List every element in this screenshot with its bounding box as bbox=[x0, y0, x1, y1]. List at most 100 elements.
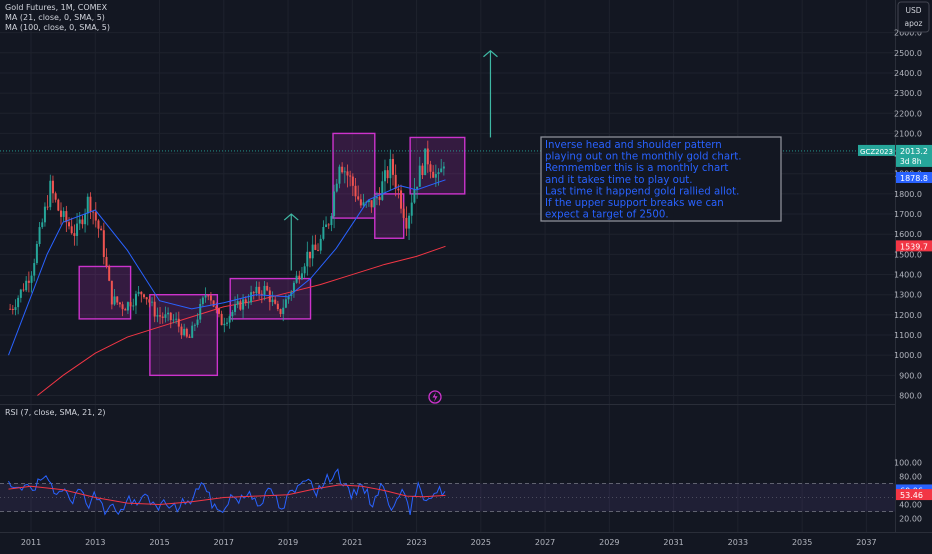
candle-body bbox=[242, 299, 245, 310]
up-candle bbox=[236, 294, 239, 309]
price-tick-label: 2200.0 bbox=[894, 109, 922, 118]
up-candle bbox=[132, 298, 135, 311]
up-candle bbox=[126, 301, 129, 315]
time-axis[interactable]: 2011 2013 2015 2017 2019 2021 2023 2025 2027 2029… bbox=[21, 538, 877, 547]
annotation-line: and it takes time to play out. bbox=[545, 175, 693, 186]
candle-body bbox=[89, 196, 92, 212]
ma21-line bbox=[8, 179, 446, 356]
up-candle bbox=[424, 148, 427, 176]
candle-body bbox=[421, 165, 424, 176]
up-candle bbox=[228, 314, 231, 329]
candle-body bbox=[298, 275, 301, 280]
candle-body bbox=[217, 308, 220, 314]
candle-body bbox=[204, 295, 207, 298]
annotation-line: If the upper support breaks we can bbox=[545, 198, 724, 209]
candle-body bbox=[397, 188, 400, 191]
up-candle bbox=[330, 212, 333, 232]
down-candle bbox=[317, 243, 320, 252]
rsi-line bbox=[8, 468, 446, 516]
down-candle bbox=[217, 307, 220, 318]
rsi-legend[interactable]: RSI (7, close, SMA, 21, 2) bbox=[5, 408, 106, 417]
down-candle bbox=[359, 194, 362, 209]
candle-body bbox=[354, 185, 357, 197]
up-candle bbox=[204, 287, 207, 303]
up-candle bbox=[437, 168, 440, 186]
candle-body bbox=[100, 228, 103, 231]
candle-body bbox=[287, 296, 290, 300]
candle-body bbox=[30, 275, 33, 283]
down-candle bbox=[121, 301, 124, 317]
down-candle bbox=[188, 334, 191, 339]
down-candle bbox=[432, 165, 435, 179]
down-candle bbox=[177, 311, 180, 333]
down-candle bbox=[81, 215, 84, 229]
candle-body bbox=[383, 170, 386, 182]
down-candle bbox=[298, 270, 301, 284]
down-candle bbox=[402, 202, 405, 221]
price-tick-label: 1100.0 bbox=[894, 331, 922, 340]
candle-body bbox=[175, 318, 178, 320]
candle-body bbox=[424, 148, 427, 176]
candle-body bbox=[225, 322, 228, 324]
candle-body bbox=[140, 291, 143, 295]
candle-body bbox=[65, 211, 68, 223]
candle-body bbox=[308, 251, 311, 259]
price-tick-label: 800.0 bbox=[899, 392, 922, 401]
rsi-ma-line bbox=[8, 484, 446, 506]
down-candle bbox=[354, 177, 357, 202]
time-tick-label: 2029 bbox=[599, 538, 619, 547]
candle-body bbox=[9, 308, 12, 310]
up-candle bbox=[413, 178, 416, 204]
candle-body bbox=[271, 299, 274, 303]
candle-body bbox=[129, 302, 132, 307]
candle-body bbox=[156, 315, 159, 317]
time-tick-label: 2025 bbox=[471, 538, 491, 547]
down-candle bbox=[57, 198, 60, 212]
ma100-legend[interactable]: MA (100, close, 0, SMA, 5) bbox=[5, 23, 110, 32]
annotation-box[interactable]: Inverse head and shoulder pattern playing… bbox=[540, 136, 782, 222]
lightning-icon[interactable] bbox=[428, 390, 442, 404]
candle-body bbox=[118, 302, 121, 305]
candle-body bbox=[102, 230, 105, 257]
time-tick-label: 2019 bbox=[278, 538, 298, 547]
candle-body bbox=[405, 217, 408, 229]
time-tick-label: 2013 bbox=[85, 538, 105, 547]
up-candle bbox=[418, 156, 421, 187]
down-candle bbox=[239, 299, 242, 311]
candle-body bbox=[92, 211, 95, 213]
up-candle bbox=[416, 186, 419, 199]
ma21-legend[interactable]: MA (21, close, 0, SMA, 5) bbox=[5, 13, 105, 22]
currency-button[interactable]: USD apoz bbox=[897, 1, 930, 33]
candle-body bbox=[110, 280, 113, 305]
candle-body bbox=[169, 312, 172, 321]
up-candle bbox=[231, 309, 234, 322]
candle-body bbox=[161, 316, 164, 318]
candles bbox=[9, 140, 445, 339]
arrow-up bbox=[483, 49, 498, 138]
down-candle bbox=[268, 287, 271, 311]
time-tick-label: 2027 bbox=[535, 538, 555, 547]
symbol-title[interactable]: Gold Futures, 1M, COMEX bbox=[5, 3, 108, 12]
up-candle bbox=[167, 307, 170, 322]
down-candle bbox=[51, 175, 54, 203]
candle-body bbox=[338, 166, 341, 184]
candle-body bbox=[134, 293, 137, 306]
down-candle bbox=[185, 327, 188, 339]
time-tick-label: 2023 bbox=[406, 538, 426, 547]
candle-body bbox=[442, 166, 445, 169]
up-candle bbox=[41, 218, 44, 229]
down-candle bbox=[314, 234, 317, 251]
down-candle bbox=[70, 217, 73, 235]
down-candle bbox=[153, 294, 156, 323]
candle-body bbox=[126, 302, 129, 311]
candle-body bbox=[247, 302, 250, 304]
candle-body bbox=[59, 210, 62, 217]
candle-body bbox=[268, 290, 271, 303]
pattern-box bbox=[78, 265, 132, 320]
candle-body bbox=[284, 299, 287, 308]
candle-body bbox=[27, 280, 30, 283]
candle-body bbox=[239, 301, 242, 310]
